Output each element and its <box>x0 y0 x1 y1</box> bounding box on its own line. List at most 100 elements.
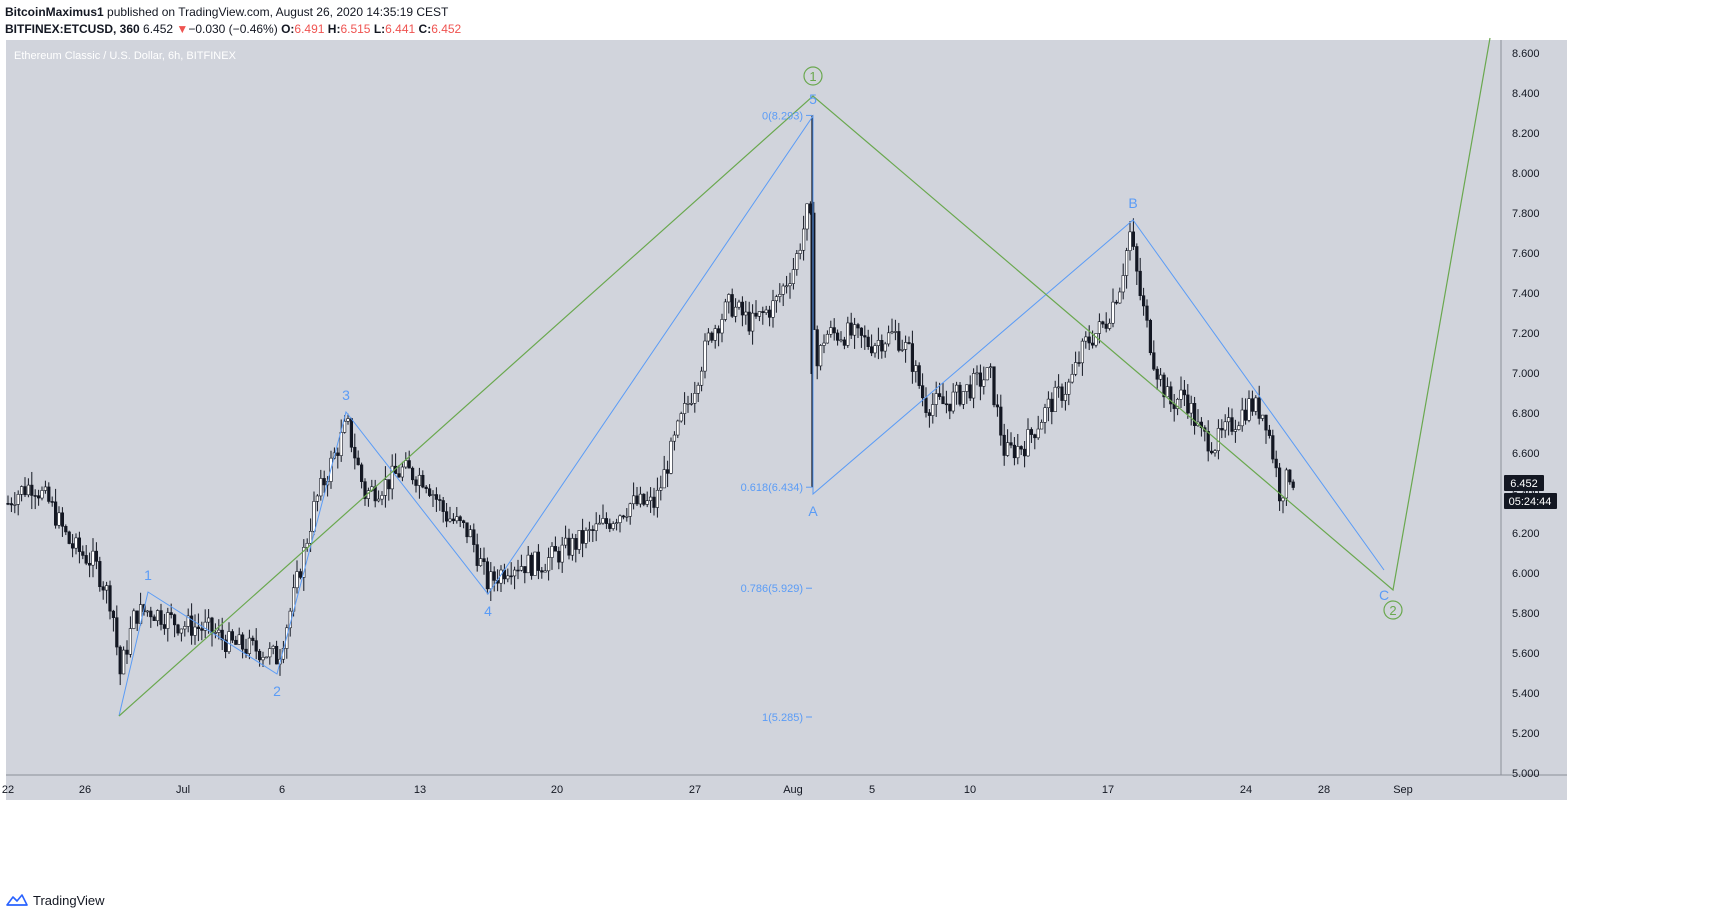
candle-up <box>676 420 680 436</box>
candle-up <box>431 494 435 496</box>
low-value: 6.441 <box>385 22 416 36</box>
candle-up <box>122 649 126 675</box>
publisher-name[interactable]: BitcoinMaximus1 <box>5 5 104 19</box>
candle-down <box>978 372 982 387</box>
candle-up <box>1247 398 1251 421</box>
candle-up <box>788 283 792 287</box>
y-tick-label: 5.200 <box>1512 728 1540 740</box>
candle-down <box>111 610 115 618</box>
candle-down <box>1206 431 1210 452</box>
candle-down <box>53 501 58 526</box>
candle-down <box>257 650 262 661</box>
high-value: 6.515 <box>340 22 371 36</box>
candle-down <box>835 332 840 341</box>
candle-up <box>601 518 605 524</box>
candle-up <box>825 333 829 344</box>
candle-up <box>1063 393 1067 401</box>
candle-down <box>115 617 119 648</box>
candle-down <box>101 586 105 591</box>
candle-up <box>822 342 826 346</box>
candle-down <box>81 551 85 556</box>
candle-up <box>1118 291 1122 304</box>
candle-down <box>869 346 874 354</box>
candle-down <box>767 309 772 318</box>
y-tick-label: 7.400 <box>1512 288 1540 300</box>
close-value: 6.452 <box>431 22 462 36</box>
candle-up <box>570 538 574 556</box>
candle-up <box>546 557 551 572</box>
green-wave-label: 2 <box>1389 603 1396 618</box>
candle-down <box>1148 320 1152 354</box>
green-wave-line[interactable] <box>118 37 1491 717</box>
candle-up <box>934 393 938 405</box>
candle-up <box>315 495 320 502</box>
candle-up <box>271 645 275 649</box>
candle-up <box>319 478 323 497</box>
footer: TradingView <box>6 890 105 910</box>
candle-down <box>492 571 496 581</box>
price-axis[interactable] <box>1501 40 1567 775</box>
candle-up <box>179 628 184 634</box>
publish-line: BitcoinMaximus1 published on TradingView… <box>5 4 461 21</box>
candle-up <box>166 612 170 629</box>
footer-brand[interactable]: TradingView <box>33 892 105 908</box>
candle-down <box>1138 270 1142 296</box>
candle-up <box>720 319 724 334</box>
time-axis[interactable] <box>6 775 1567 800</box>
candle-down <box>424 486 428 490</box>
candle-down <box>1274 458 1278 469</box>
candle-up <box>213 632 218 634</box>
candle-up <box>686 403 690 405</box>
candle-up <box>706 332 710 342</box>
fib-level-label: 0(8.293) <box>762 110 803 122</box>
candle-up <box>128 628 133 655</box>
candle-up <box>550 546 554 558</box>
x-tick-label: 10 <box>964 784 976 796</box>
y-tick-label: 8.600 <box>1512 48 1540 60</box>
candle-down <box>356 457 360 466</box>
candle-down <box>64 526 68 533</box>
y-tick-label: 6.800 <box>1512 408 1540 420</box>
candle-down <box>621 515 625 518</box>
candle-up <box>506 575 510 580</box>
candle-down <box>1186 394 1190 414</box>
candle-up <box>689 403 693 405</box>
candle-up <box>655 489 659 508</box>
blue-wave-label: B <box>1128 195 1137 211</box>
candle-up <box>57 512 61 526</box>
candle-down <box>652 496 656 508</box>
tradingview-logo-icon[interactable] <box>6 893 28 907</box>
candle-up <box>1036 428 1040 439</box>
candle-down <box>1022 448 1027 457</box>
candle-up <box>693 393 697 404</box>
candle-down <box>441 500 445 512</box>
candle-down <box>540 570 544 573</box>
candle-up <box>778 293 782 297</box>
countdown-tag-text: 05:24:44 <box>1509 496 1552 508</box>
fib-level-label: 1(5.285) <box>762 712 803 724</box>
candle-up <box>132 610 136 629</box>
candle-down <box>427 488 432 496</box>
blue-wave-line[interactable] <box>118 114 1385 717</box>
blue-wave-label: 1 <box>144 567 152 583</box>
candle-up <box>774 296 778 302</box>
candle-up <box>638 493 642 505</box>
candle-up <box>954 384 959 393</box>
candle-up <box>699 370 704 386</box>
fib-level-label: 0.618(6.434) <box>741 482 803 494</box>
candle-down <box>927 412 931 416</box>
candle-down <box>591 529 595 531</box>
candle-down <box>937 393 942 397</box>
candle-down <box>761 311 765 313</box>
last-price: 6.452 <box>143 22 174 36</box>
candle-down <box>421 474 425 488</box>
plot-area[interactable] <box>6 40 1501 775</box>
candle-up <box>417 474 422 486</box>
candle-down <box>1091 342 1095 346</box>
candle-down <box>880 340 884 352</box>
candle-down <box>387 479 391 490</box>
candle-down <box>322 478 326 486</box>
candle-down <box>999 406 1003 436</box>
symbol-label[interactable]: BITFINEX:ETCUSD, 360 <box>5 22 140 36</box>
